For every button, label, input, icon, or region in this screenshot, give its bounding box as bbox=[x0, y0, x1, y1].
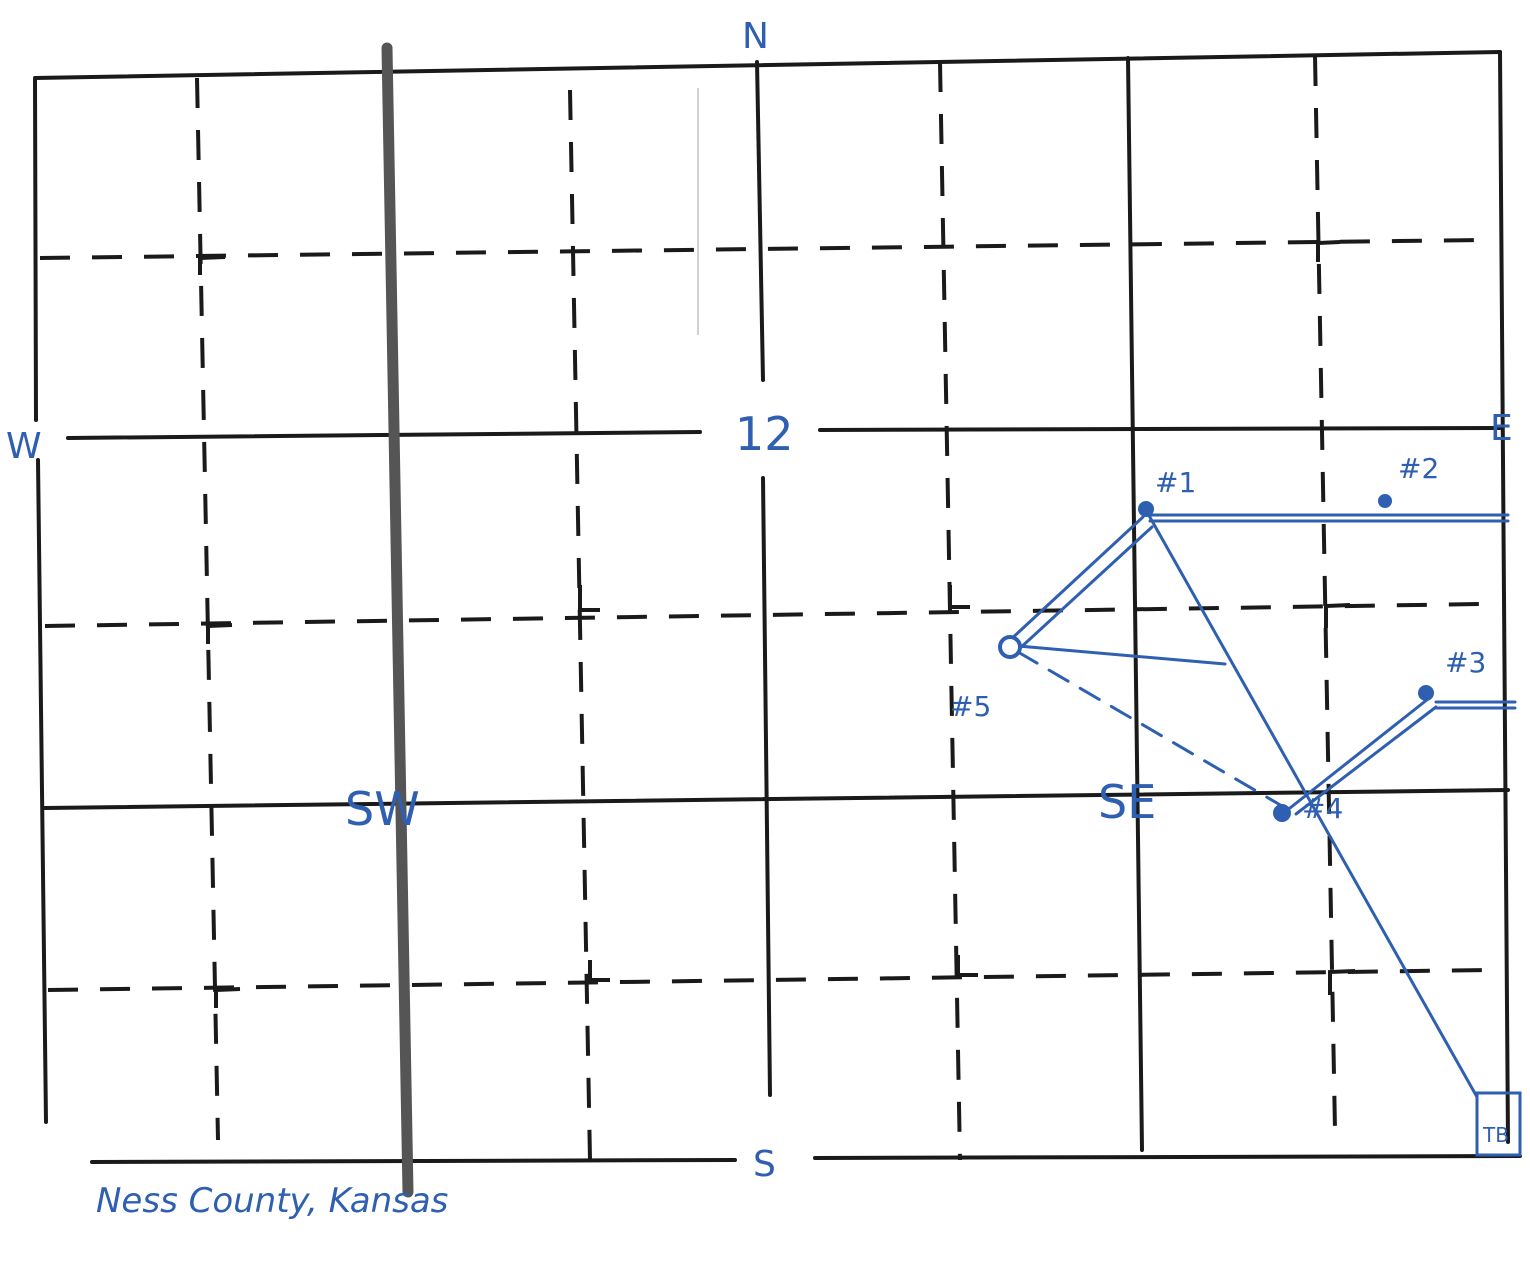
flowline-5-4-dashed bbox=[1016, 650, 1284, 808]
well-4-label: #4 bbox=[1302, 792, 1343, 825]
well-2-marker bbox=[1378, 494, 1392, 508]
well-5-label: #5 bbox=[950, 690, 991, 723]
flowlines bbox=[1006, 510, 1522, 1157]
dashed-h-1 bbox=[39, 238, 1481, 260]
sw-se-line bbox=[43, 788, 1510, 810]
well-1-label: #1 bbox=[1155, 466, 1196, 499]
west-label: W bbox=[6, 426, 42, 467]
north-boundary-line bbox=[33, 50, 1502, 80]
west-boundary-line-lower bbox=[36, 458, 48, 1124]
center-line-west bbox=[66, 430, 702, 440]
sw-corner-label: SW bbox=[345, 782, 420, 836]
solid-grid bbox=[33, 50, 1522, 1164]
south-label: S bbox=[753, 1144, 776, 1185]
flowline-1-tb bbox=[1145, 510, 1479, 1099]
dashed-grid bbox=[39, 55, 1489, 1161]
dashed-v-1 bbox=[195, 77, 220, 1141]
center-line-east bbox=[818, 426, 1502, 432]
wells bbox=[998, 494, 1434, 822]
dashed-h-2 bbox=[44, 602, 1483, 628]
flowline-1-5-b bbox=[1016, 525, 1154, 652]
tank-battery-box bbox=[1475, 1091, 1522, 1157]
north-label: N bbox=[742, 16, 769, 57]
south-boundary-line-west bbox=[90, 1158, 737, 1164]
flowline-4-3-b bbox=[1294, 705, 1438, 816]
east-boundary-line bbox=[1498, 50, 1510, 1144]
center-vertical-line-upper bbox=[755, 60, 765, 382]
dashed-v-3 bbox=[938, 61, 962, 1161]
center-vertical-line-lower bbox=[761, 476, 772, 1097]
flowline-4-3-a bbox=[1288, 697, 1430, 810]
well-4-marker bbox=[1273, 804, 1291, 822]
road-line bbox=[381, 42, 414, 1198]
tank-battery-label: TB bbox=[1482, 1123, 1509, 1147]
county-caption: Ness County, Kansas bbox=[96, 1181, 448, 1221]
dashed-v-4 bbox=[1313, 55, 1337, 1131]
well-1-marker bbox=[1138, 501, 1154, 517]
se-corner-label: SE bbox=[1098, 775, 1156, 829]
flowline-1-5-a bbox=[1006, 515, 1145, 644]
well-5-marker bbox=[998, 635, 1022, 659]
flowline-5-junction bbox=[1016, 644, 1227, 666]
section-number: 12 bbox=[735, 407, 794, 461]
dashed-corner-ticks bbox=[198, 240, 1356, 1008]
well-3-label: #3 bbox=[1445, 646, 1486, 679]
west-boundary-line-upper bbox=[33, 78, 38, 422]
well-3-marker bbox=[1418, 685, 1434, 701]
south-boundary-line-east bbox=[813, 1154, 1522, 1160]
well-2-label: #2 bbox=[1398, 452, 1439, 485]
dashed-h-3 bbox=[47, 968, 1489, 992]
east-label: E bbox=[1490, 408, 1513, 449]
east-half-line bbox=[1126, 56, 1144, 1152]
dashed-v-2 bbox=[568, 89, 592, 1161]
